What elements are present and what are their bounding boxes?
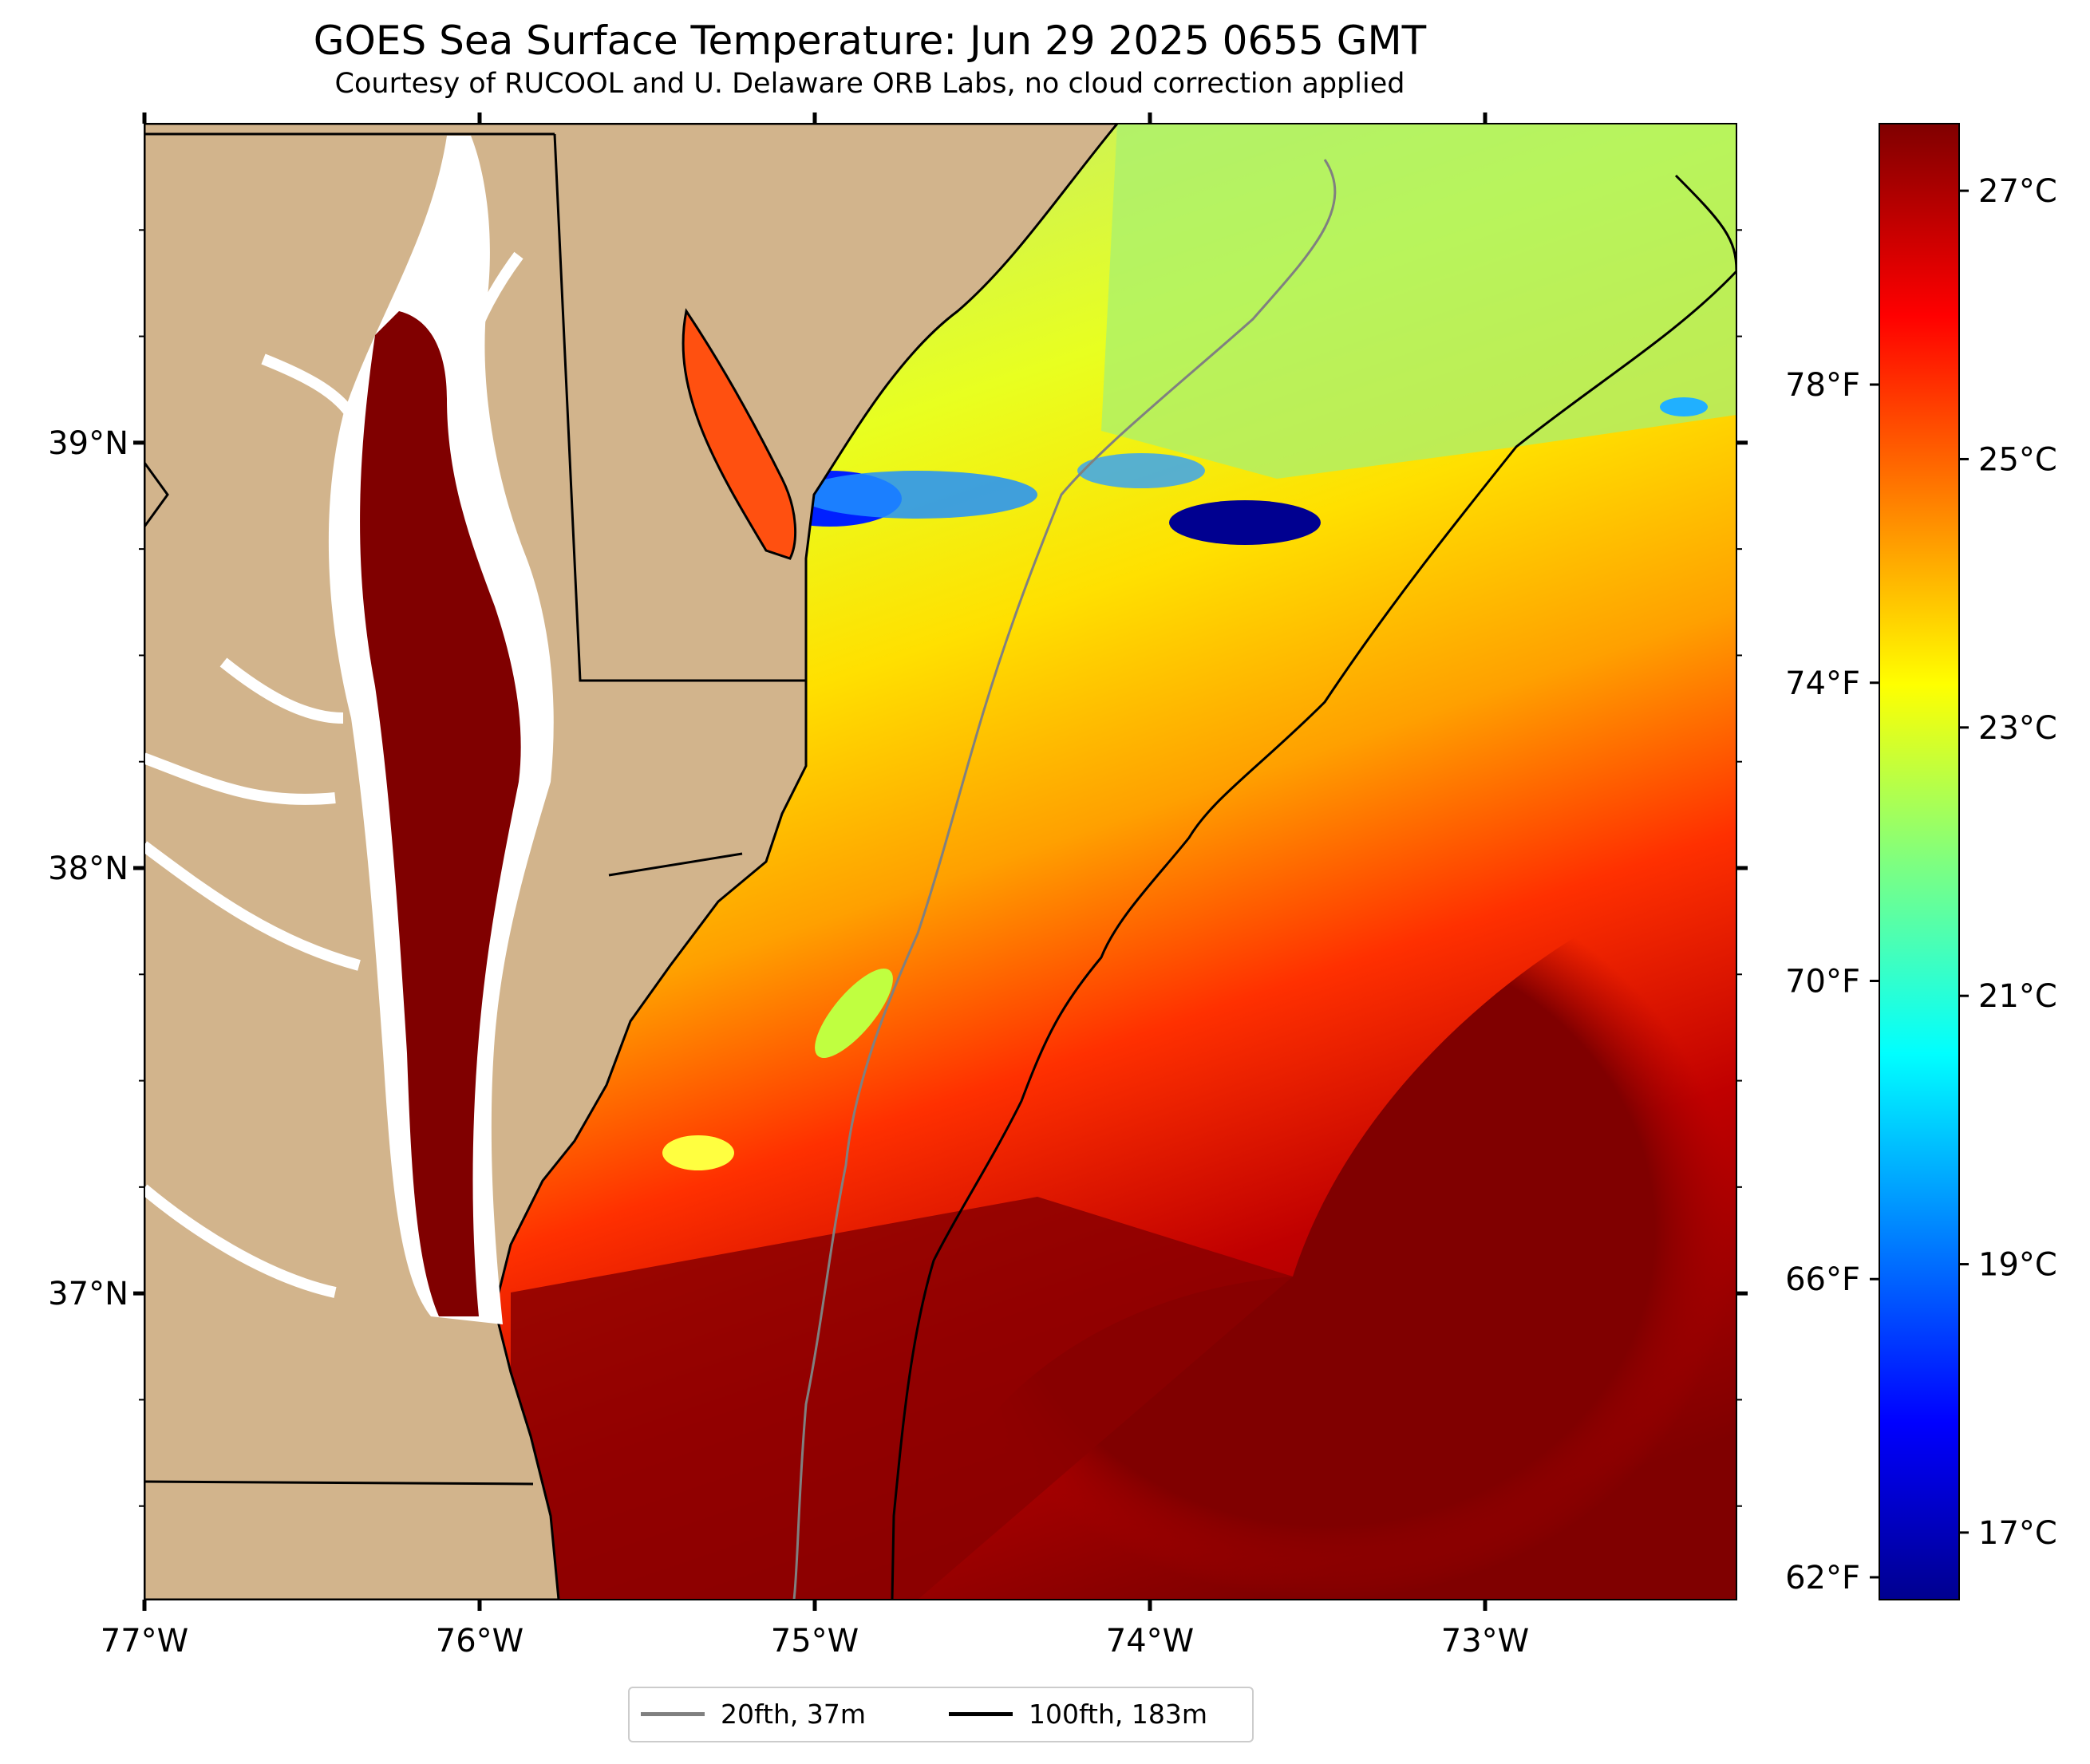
celsius-label: 17°C	[1978, 1515, 2057, 1552]
fahrenheit-label: 70°F	[1785, 963, 1860, 1000]
celsius-label: 21°C	[1978, 978, 2057, 1015]
lat-tick-label: 37°N	[48, 1276, 128, 1312]
lon-tick-label: 76°W	[436, 1623, 523, 1659]
cold-upwelling-core	[1169, 500, 1321, 545]
cold-upwelling-streak	[1077, 453, 1205, 488]
legend-label: 100fth, 183m	[1029, 1698, 1207, 1730]
isobath-20fth	[792, 159, 1337, 1600]
fahrenheit-label: 62°F	[1785, 1560, 1860, 1596]
isobath-100fth	[891, 174, 1736, 1600]
legend-item-20fth: 20fth, 37m	[641, 1698, 866, 1730]
fahrenheit-label: 66°F	[1785, 1261, 1860, 1298]
cool-shelf-water	[1101, 124, 1736, 479]
lon-tick-label: 73°W	[1441, 1623, 1529, 1659]
legend-label: 20fth, 37m	[721, 1698, 866, 1730]
lat-tick-label: 39°N	[48, 425, 128, 462]
celsius-label: 25°C	[1978, 441, 2057, 478]
map-subtitle: Courtesy of RUCOOL and U. Delaware ORB L…	[334, 68, 1405, 100]
celsius-label: 23°C	[1978, 710, 2057, 747]
warm-nearshore-water	[511, 1197, 1293, 1600]
colorbar	[1879, 123, 1960, 1600]
fahrenheit-label: 74°F	[1785, 665, 1860, 702]
cold-spot	[1660, 397, 1708, 416]
colorbar-ticks: 27°C 25°C 23°C 21°C 19°C 17°C 78°F 74°F 70°F 66°F…	[1785, 173, 2057, 1596]
map-frame	[144, 123, 1737, 1600]
legend-swatch-black	[949, 1711, 1013, 1716]
chesapeake-bay-warm-water	[360, 311, 521, 1316]
legend-swatch-gray	[641, 1711, 705, 1716]
latitude-axis: 39°N 38°N 37°N	[48, 229, 1748, 1507]
map-plot-area	[144, 124, 1736, 1600]
tributaries	[144, 251, 523, 1298]
lat-tick-label: 38°N	[48, 850, 128, 887]
isobath-legend: 20fth, 37m 100fth, 183m	[628, 1687, 1254, 1742]
cold-upwelling-streak	[798, 471, 1037, 519]
fahrenheit-label: 78°F	[1785, 367, 1860, 404]
lon-tick-label: 77°W	[101, 1623, 188, 1659]
celsius-label: 19°C	[1978, 1247, 2057, 1284]
legend-item-100fth: 100fth, 183m	[949, 1698, 1207, 1730]
delaware-bay	[682, 308, 796, 560]
cool-eddy	[662, 1135, 734, 1170]
lon-tick-label: 74°W	[1106, 1623, 1194, 1659]
map-title: GOES Sea Surface Temperature: Jun 29 202…	[313, 18, 1427, 64]
longitude-axis: 77°W 76°W 75°W 74°W 73°W	[101, 112, 1529, 1659]
state-borders	[144, 132, 806, 1486]
lon-tick-label: 75°W	[771, 1623, 859, 1659]
celsius-label: 27°C	[1978, 173, 2057, 210]
cool-filament	[815, 969, 893, 1058]
